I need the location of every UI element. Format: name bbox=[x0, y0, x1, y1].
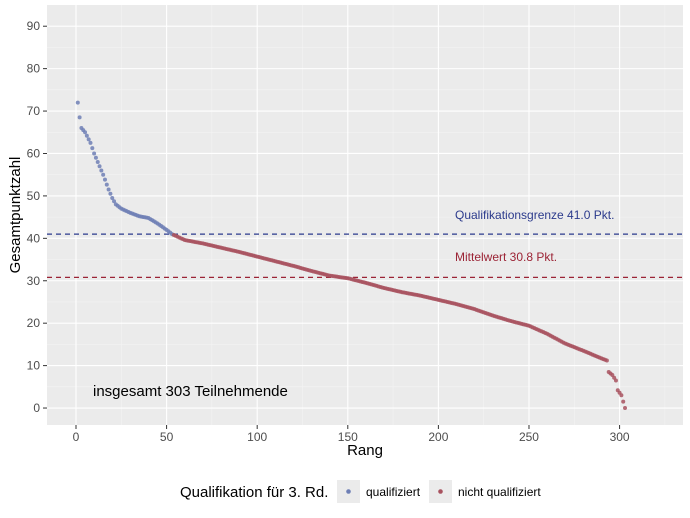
reference-label-qualification: Qualifikationsgrenze 41.0 Pkt. bbox=[455, 208, 614, 222]
data-point bbox=[97, 164, 102, 169]
x-tick-label: 200 bbox=[428, 430, 448, 444]
panel-background bbox=[47, 5, 683, 425]
reference-label-mean: Mittelwert 30.8 Pkt. bbox=[455, 250, 557, 264]
legend: Qualifikation für 3. Rd. qualifiziert ni… bbox=[180, 480, 541, 503]
data-point bbox=[93, 155, 98, 160]
data-point bbox=[99, 168, 104, 173]
data-point bbox=[104, 182, 109, 187]
data-point bbox=[621, 399, 626, 404]
data-points bbox=[75, 100, 628, 411]
y-tick-label: 0 bbox=[33, 401, 40, 415]
legend-marker-not-qualified bbox=[438, 489, 443, 494]
minor-gridlines bbox=[47, 5, 683, 425]
legend-marker-qualified bbox=[346, 489, 351, 494]
data-point bbox=[613, 378, 618, 383]
y-tick-label: 10 bbox=[27, 359, 41, 373]
y-tick-label: 90 bbox=[27, 19, 41, 33]
data-point bbox=[112, 199, 117, 204]
legend-label-qualified: qualifiziert bbox=[366, 485, 421, 499]
x-tick-label: 0 bbox=[73, 430, 80, 444]
y-tick-label: 60 bbox=[27, 146, 41, 160]
data-point bbox=[102, 177, 107, 182]
y-tick-label: 40 bbox=[27, 231, 41, 245]
data-point bbox=[88, 140, 93, 145]
y-tick-label: 20 bbox=[27, 316, 41, 330]
x-axis-ticks: 0 50 100 150 200 250 300 bbox=[73, 425, 630, 444]
y-tick-label: 70 bbox=[27, 104, 41, 118]
data-point bbox=[106, 187, 111, 192]
data-point bbox=[77, 115, 82, 120]
legend-label-not-qualified: nicht qualifiziert bbox=[458, 485, 541, 499]
data-point bbox=[83, 130, 88, 135]
y-axis-ticks: 0 10 20 30 40 50 60 70 80 90 bbox=[27, 19, 47, 415]
data-point bbox=[95, 159, 100, 164]
x-axis-title: Rang bbox=[347, 442, 383, 459]
y-tick-label: 50 bbox=[27, 189, 41, 203]
data-point bbox=[90, 146, 95, 151]
legend-title: Qualifikation für 3. Rd. bbox=[180, 484, 328, 501]
data-point bbox=[86, 137, 91, 142]
data-point bbox=[92, 151, 97, 156]
x-tick-label: 150 bbox=[338, 430, 358, 444]
x-tick-label: 100 bbox=[247, 430, 267, 444]
data-point bbox=[75, 100, 80, 105]
y-tick-label: 80 bbox=[27, 62, 41, 76]
reference-lines bbox=[47, 233, 683, 278]
data-point bbox=[623, 406, 628, 411]
data-point bbox=[84, 133, 89, 138]
data-point bbox=[110, 196, 115, 201]
data-point bbox=[101, 172, 106, 177]
y-axis-title: Gesamtpunktzahl bbox=[7, 157, 24, 274]
total-participants-annotation: insgesamt 303 Teilnehmende bbox=[93, 383, 288, 400]
data-point bbox=[619, 393, 624, 398]
y-tick-label: 30 bbox=[27, 274, 41, 288]
data-point bbox=[604, 358, 609, 363]
x-tick-label: 250 bbox=[519, 430, 539, 444]
x-tick-label: 50 bbox=[160, 430, 174, 444]
data-point bbox=[108, 191, 113, 196]
x-tick-label: 300 bbox=[610, 430, 630, 444]
